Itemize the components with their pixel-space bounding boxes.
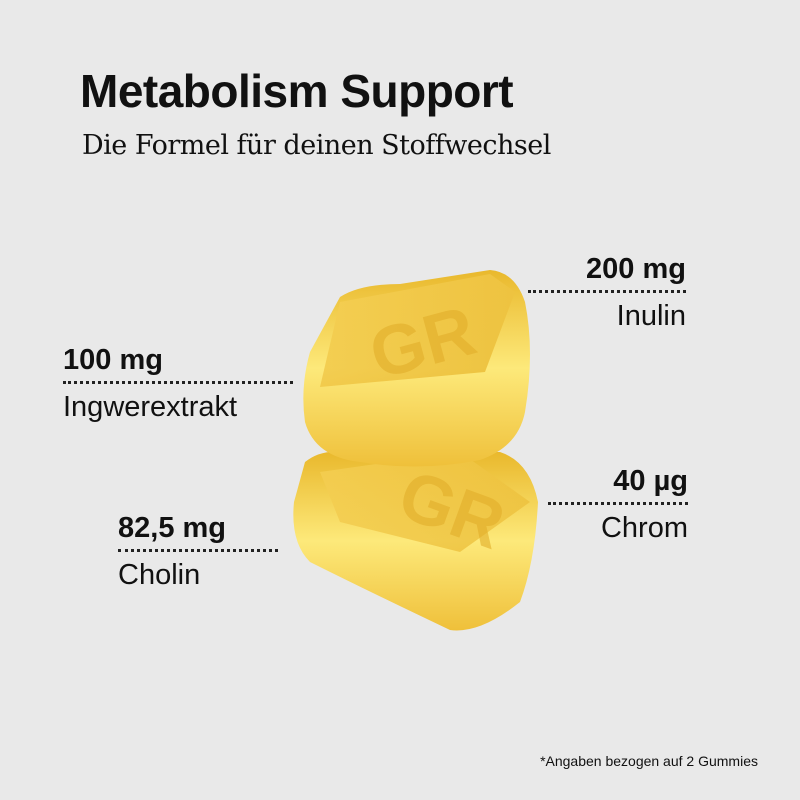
page-subtitle: Die Formel für deinen Stoffwechsel [82,130,551,161]
page-title: Metabolism Support [80,65,514,117]
ingredient-inulin: 200 mg Inulin [520,252,686,333]
ingredient-amount: 82,5 mg [118,512,226,544]
ingredient-ingwerextrakt: 100 mg Ingwerextrakt [63,343,303,424]
ingredient-amount: 100 mg [63,344,163,376]
dotted-divider [63,381,293,384]
ingredient-amount: 200 mg [586,253,686,285]
dotted-divider [118,549,278,552]
dotted-divider [528,290,686,293]
ingredient-name: Chrom [600,512,688,544]
ingredient-chrom: 40 µg Chrom [540,464,688,545]
bottom-gummy: GR [293,451,538,631]
ingredient-name: Cholin [118,559,201,591]
ingredient-cholin: 82,5 mg Cholin [118,511,288,592]
ingredient-name: Ingwerextrakt [63,391,238,423]
gummies-image: GR GR [293,270,538,631]
ingredient-amount: 40 µg [613,465,688,497]
ingredient-name: Inulin [616,300,686,332]
dotted-divider [548,502,688,505]
footnote: *Angaben bezogen auf 2 Gummies [540,753,758,769]
top-gummy: GR [303,270,530,467]
